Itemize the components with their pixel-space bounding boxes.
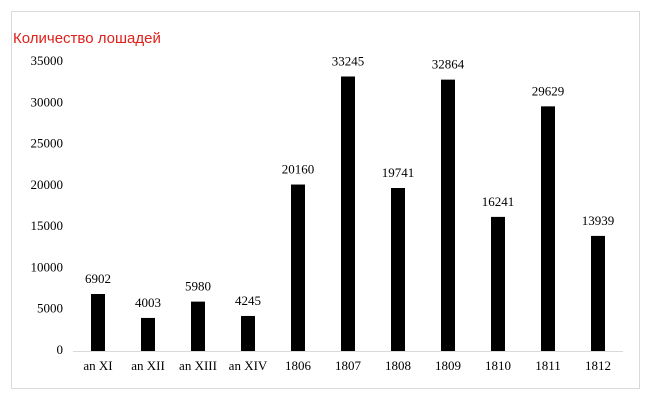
bar bbox=[391, 187, 405, 351]
data-label: 20160 bbox=[282, 162, 315, 177]
bar bbox=[591, 235, 605, 351]
bar bbox=[541, 106, 555, 351]
data-label: 4245 bbox=[235, 293, 261, 308]
x-tick-label: an XIII bbox=[179, 358, 217, 373]
data-label: 4003 bbox=[135, 295, 161, 310]
x-tick-label: 1812 bbox=[585, 358, 611, 373]
x-tick-label: 1807 bbox=[335, 358, 362, 373]
x-tick-label: 1810 bbox=[485, 358, 511, 373]
y-tick-label: 10000 bbox=[31, 259, 64, 274]
bar bbox=[241, 315, 255, 351]
y-tick-label: 15000 bbox=[31, 218, 64, 233]
bar bbox=[291, 184, 305, 351]
y-tick-label: 30000 bbox=[31, 94, 64, 109]
bar bbox=[441, 79, 455, 351]
chart-title: Количество лошадей bbox=[13, 30, 161, 47]
bar bbox=[341, 76, 355, 352]
chart-frame bbox=[11, 11, 640, 389]
y-tick-label: 35000 bbox=[31, 53, 64, 68]
x-tick-label: an XII bbox=[131, 358, 165, 373]
y-tick-label: 0 bbox=[57, 342, 64, 357]
x-tick-label: 1808 bbox=[385, 358, 411, 373]
x-tick-label: 1811 bbox=[535, 358, 561, 373]
data-label: 19741 bbox=[382, 165, 415, 180]
bar bbox=[141, 317, 155, 351]
y-tick-label: 20000 bbox=[31, 177, 64, 192]
x-tick-label: 1809 bbox=[435, 358, 461, 373]
y-tick-label: 25000 bbox=[31, 136, 64, 151]
data-label: 13939 bbox=[582, 213, 615, 228]
bar bbox=[91, 294, 105, 351]
data-label: 32864 bbox=[432, 57, 465, 72]
bar bbox=[491, 216, 505, 351]
data-label: 29629 bbox=[532, 83, 565, 98]
x-tick-label: an XI bbox=[83, 358, 112, 373]
y-tick-label: 5000 bbox=[37, 301, 63, 316]
data-label: 6902 bbox=[85, 271, 111, 286]
x-tick-label: an XIV bbox=[229, 358, 268, 373]
data-label: 33245 bbox=[332, 53, 365, 68]
bar bbox=[191, 301, 205, 351]
x-tick-label: 1806 bbox=[285, 358, 312, 373]
data-label: 5980 bbox=[185, 279, 211, 294]
data-label: 16241 bbox=[482, 194, 515, 209]
